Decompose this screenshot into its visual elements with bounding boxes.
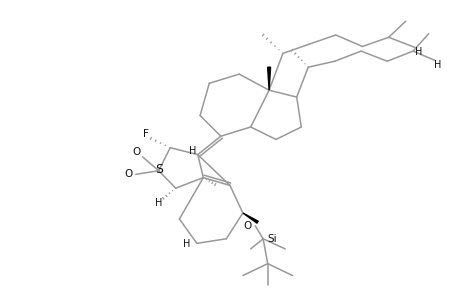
Text: F: F — [143, 129, 148, 139]
Text: H: H — [155, 198, 162, 208]
Text: O: O — [132, 147, 140, 157]
Text: O: O — [243, 221, 252, 231]
Text: H: H — [433, 60, 441, 70]
Polygon shape — [267, 67, 270, 90]
Text: H: H — [414, 47, 421, 57]
Text: H: H — [183, 239, 190, 249]
Text: S: S — [154, 163, 162, 176]
Polygon shape — [242, 213, 257, 223]
Text: H: H — [188, 146, 196, 156]
Text: O: O — [124, 169, 133, 179]
Text: Si: Si — [267, 234, 277, 244]
